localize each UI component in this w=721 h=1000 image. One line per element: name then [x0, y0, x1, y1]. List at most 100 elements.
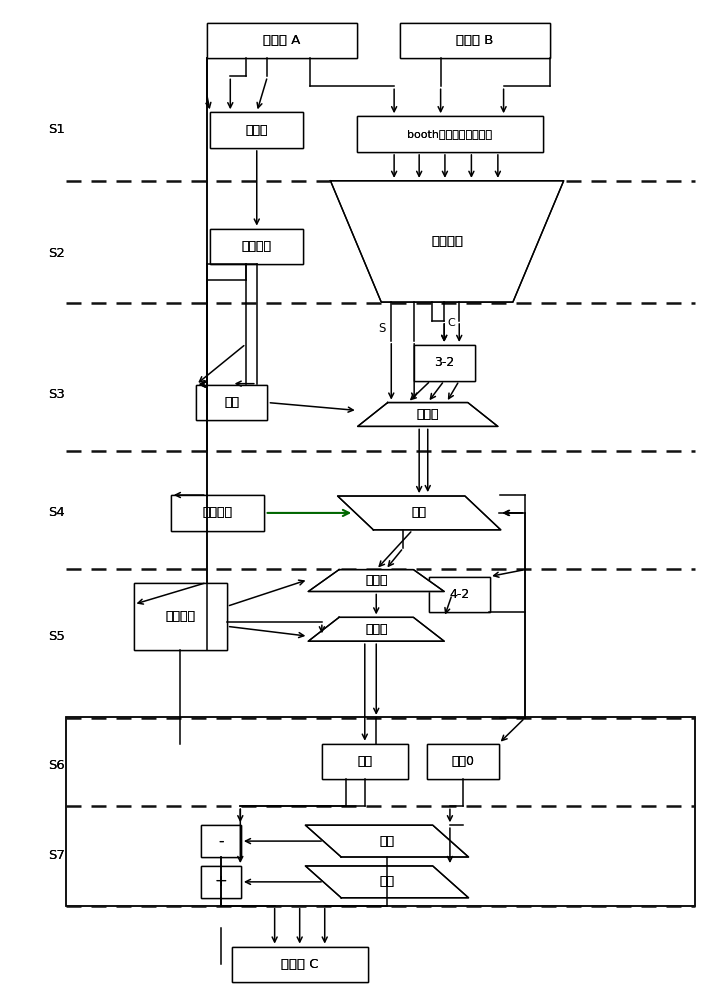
Text: S4: S4	[48, 506, 65, 519]
Text: +: +	[215, 874, 227, 889]
Text: S5: S5	[48, 630, 65, 643]
Bar	[196, 385, 267, 420]
Text: 移位: 移位	[412, 506, 427, 519]
Bar	[231, 947, 368, 982]
Bar	[133, 583, 226, 650]
Text: 选择器: 选择器	[417, 408, 439, 421]
Text: 指数偏移: 指数偏移	[242, 240, 272, 253]
Text: 4-2: 4-2	[449, 588, 469, 601]
Text: 移位: 移位	[412, 506, 427, 519]
Text: 指数计算: 指数计算	[165, 610, 195, 623]
Text: 指数尾部: 指数尾部	[203, 506, 232, 519]
Bar	[171, 495, 264, 531]
Text: 选择器: 选择器	[365, 623, 387, 636]
Text: 选择器: 选择器	[365, 574, 387, 587]
Polygon shape	[306, 866, 469, 898]
Polygon shape	[306, 825, 469, 857]
Bar	[357, 116, 543, 152]
Text: S3: S3	[48, 388, 65, 401]
Bar	[357, 116, 543, 152]
Bar	[211, 229, 304, 264]
Text: 4-2: 4-2	[449, 588, 469, 601]
Polygon shape	[337, 496, 500, 530]
Polygon shape	[309, 570, 444, 591]
Polygon shape	[330, 181, 564, 302]
Text: S6: S6	[48, 759, 65, 772]
Text: S2: S2	[48, 247, 65, 260]
Text: -: -	[218, 834, 224, 849]
Bar	[429, 577, 490, 612]
Polygon shape	[358, 403, 498, 426]
Bar	[414, 345, 474, 381]
Text: S7: S7	[48, 849, 65, 862]
Text: 3-2: 3-2	[434, 356, 454, 369]
Text: S: S	[379, 322, 386, 335]
Text: C: C	[448, 318, 455, 328]
Text: 指数和: 指数和	[246, 124, 268, 137]
Text: +: +	[215, 874, 227, 889]
Text: 操作数 C: 操作数 C	[281, 958, 319, 971]
Text: 加法: 加法	[358, 755, 372, 768]
Text: S1: S1	[48, 123, 65, 136]
Polygon shape	[306, 866, 469, 898]
Text: 移位: 移位	[379, 835, 394, 848]
Text: 前导0: 前导0	[451, 755, 474, 768]
Bar	[211, 112, 304, 148]
Bar	[133, 583, 226, 650]
Bar	[322, 744, 407, 779]
Text: 符号: 符号	[224, 396, 239, 409]
Polygon shape	[358, 403, 498, 426]
Text: 操作数 C: 操作数 C	[281, 958, 319, 971]
Text: -: -	[218, 834, 224, 849]
Text: booth编码与部分积生成: booth编码与部分积生成	[407, 129, 492, 139]
Text: 华莱士树: 华莱士树	[431, 235, 463, 248]
Bar	[196, 385, 267, 420]
Bar	[400, 23, 550, 58]
Bar	[171, 495, 264, 531]
Text: 移位: 移位	[379, 835, 394, 848]
Text: 指数偏移: 指数偏移	[242, 240, 272, 253]
Bar	[66, 717, 695, 906]
Bar	[427, 744, 499, 779]
Text: 操作数 A: 操作数 A	[263, 34, 301, 47]
Text: 移位: 移位	[379, 875, 394, 888]
Bar	[207, 23, 357, 58]
Text: 指数计算: 指数计算	[165, 610, 195, 623]
Bar	[429, 577, 490, 612]
Text: S7: S7	[48, 849, 65, 862]
Bar	[211, 112, 304, 148]
Text: booth编码与部分积生成: booth编码与部分积生成	[407, 129, 492, 139]
Text: 操作数 B: 操作数 B	[456, 34, 494, 47]
Bar	[322, 744, 407, 779]
Polygon shape	[306, 825, 469, 857]
Bar	[427, 744, 499, 779]
Text: 选择器: 选择器	[365, 574, 387, 587]
Text: S6: S6	[48, 759, 65, 772]
Text: S1: S1	[48, 123, 65, 136]
Bar	[231, 947, 368, 982]
Text: 符号: 符号	[224, 396, 239, 409]
Bar	[201, 825, 241, 857]
Bar	[400, 23, 550, 58]
Bar	[207, 23, 357, 58]
Text: 指数和: 指数和	[246, 124, 268, 137]
Bar	[414, 345, 474, 381]
Bar	[201, 866, 241, 898]
Text: 操作数 B: 操作数 B	[456, 34, 494, 47]
Bar	[201, 825, 241, 857]
Text: 3-2: 3-2	[434, 356, 454, 369]
Text: S2: S2	[48, 247, 65, 260]
Text: S3: S3	[48, 388, 65, 401]
Text: 前导0: 前导0	[451, 755, 474, 768]
Polygon shape	[309, 617, 444, 641]
Text: 操作数 A: 操作数 A	[263, 34, 301, 47]
Polygon shape	[309, 570, 444, 591]
Polygon shape	[309, 617, 444, 641]
Text: 华莱士树: 华莱士树	[431, 235, 463, 248]
Text: 加法: 加法	[358, 755, 372, 768]
Polygon shape	[337, 496, 500, 530]
Text: 选择器: 选择器	[417, 408, 439, 421]
Text: S4: S4	[48, 506, 65, 519]
Bar	[201, 866, 241, 898]
Polygon shape	[330, 181, 564, 302]
